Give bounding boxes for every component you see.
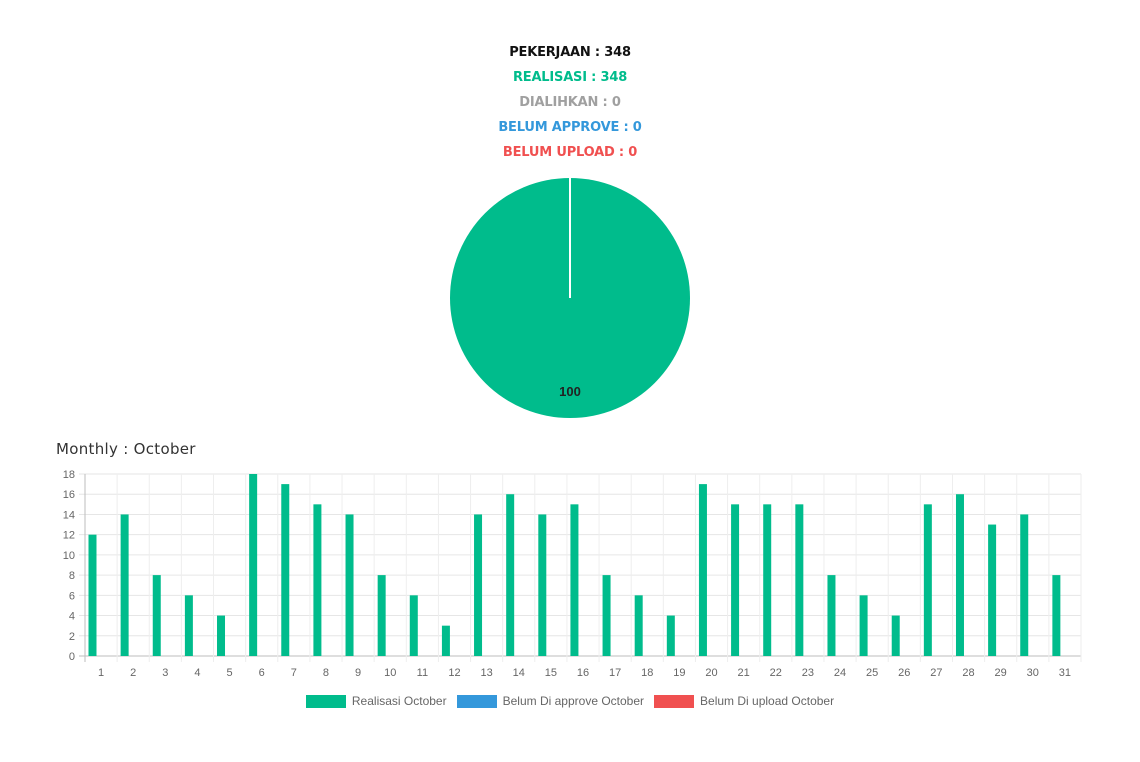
monthly-chart-title: Monthly : October xyxy=(56,440,196,458)
y-tick-label: 18 xyxy=(63,469,75,481)
x-tick-label: 3 xyxy=(162,667,168,679)
x-tick-label: 7 xyxy=(291,667,297,679)
x-tick-label: 25 xyxy=(866,667,878,679)
bar[interactable] xyxy=(120,514,129,656)
y-tick-label: 16 xyxy=(63,489,75,501)
x-tick-label: 26 xyxy=(898,667,910,679)
bar[interactable] xyxy=(763,504,772,656)
legend-item[interactable]: Belum Di upload October xyxy=(654,694,834,708)
bar[interactable] xyxy=(1020,514,1029,656)
bar[interactable] xyxy=(217,615,226,656)
x-tick-label: 4 xyxy=(194,667,200,679)
x-tick-label: 17 xyxy=(609,667,621,679)
dialihkan-total: DIALIHKAN : 0 xyxy=(519,95,621,110)
bar[interactable] xyxy=(891,615,900,656)
bar[interactable] xyxy=(923,504,932,656)
bar[interactable] xyxy=(409,595,418,656)
bar[interactable] xyxy=(1052,575,1061,656)
bar[interactable] xyxy=(634,595,643,656)
bar[interactable] xyxy=(88,534,97,656)
y-tick-label: 2 xyxy=(69,631,75,643)
bar[interactable] xyxy=(345,514,354,656)
x-tick-label: 16 xyxy=(577,667,589,679)
x-tick-label: 9 xyxy=(355,667,361,679)
bar[interactable] xyxy=(184,595,193,656)
bar[interactable] xyxy=(474,514,483,656)
legend-item[interactable]: Realisasi October xyxy=(305,694,447,708)
x-tick-label: 13 xyxy=(480,667,492,679)
y-tick-label: 10 xyxy=(63,550,75,562)
x-tick-label: 28 xyxy=(962,667,974,679)
pekerjaan-total: PEKERJAAN : 348 xyxy=(509,45,631,60)
x-tick-label: 29 xyxy=(995,667,1007,679)
realisasi-total: REALISASI : 348 xyxy=(512,70,628,85)
bar[interactable] xyxy=(988,524,997,656)
x-tick-label: 27 xyxy=(930,667,942,679)
x-tick-label: 8 xyxy=(323,667,329,679)
legend-label: Belum Di upload October xyxy=(700,694,835,708)
x-tick-label: 5 xyxy=(227,667,233,679)
bar[interactable] xyxy=(955,494,964,656)
x-tick-label: 31 xyxy=(1059,667,1071,679)
y-tick-label: 4 xyxy=(69,611,75,623)
y-tick-label: 12 xyxy=(63,530,75,542)
legend-swatch xyxy=(456,694,497,708)
legend-swatch xyxy=(654,694,695,708)
x-tick-label: 22 xyxy=(770,667,782,679)
x-tick-label: 10 xyxy=(384,667,396,679)
bar[interactable] xyxy=(313,504,322,656)
legend-label: Belum Di approve October xyxy=(502,694,645,708)
bar[interactable] xyxy=(602,575,611,656)
x-tick-label: 14 xyxy=(513,667,525,679)
y-tick-label: 6 xyxy=(69,590,75,602)
bar[interactable] xyxy=(570,504,579,656)
x-tick-label: 1 xyxy=(98,667,104,679)
bar[interactable] xyxy=(731,504,740,656)
y-tick-label: 8 xyxy=(69,570,75,582)
x-tick-label: 2 xyxy=(130,667,136,679)
bar[interactable] xyxy=(377,575,386,656)
legend-item[interactable]: Belum Di approve October xyxy=(456,694,645,708)
x-tick-label: 30 xyxy=(1027,667,1039,679)
legend-label: Realisasi October xyxy=(351,694,447,708)
x-tick-label: 24 xyxy=(834,667,846,679)
y-tick-label: 0 xyxy=(69,651,75,663)
legend-swatch xyxy=(305,694,346,708)
belum-upload-total: BELUM UPLOAD : 0 xyxy=(502,145,638,160)
x-tick-label: 19 xyxy=(673,667,685,679)
bar[interactable] xyxy=(281,484,290,656)
bar[interactable] xyxy=(698,484,707,656)
bar[interactable] xyxy=(152,575,161,656)
bar[interactable] xyxy=(666,615,675,656)
y-tick-label: 14 xyxy=(63,509,75,521)
bar[interactable] xyxy=(795,504,804,656)
pie-slice-label: 100 xyxy=(559,384,581,399)
x-tick-label: 15 xyxy=(545,667,557,679)
bar[interactable] xyxy=(538,514,547,656)
x-tick-label: 11 xyxy=(417,667,428,679)
x-tick-label: 6 xyxy=(259,667,265,679)
bar[interactable] xyxy=(859,595,868,656)
x-tick-label: 20 xyxy=(705,667,717,679)
x-tick-label: 12 xyxy=(448,667,460,679)
bar[interactable] xyxy=(506,494,515,656)
pie-chart: 100 xyxy=(450,178,690,418)
bar[interactable] xyxy=(249,474,258,656)
summary-panel: PEKERJAAN : 348 REALISASI : 348 DIALIHKA… xyxy=(0,40,1140,165)
x-tick-label: 21 xyxy=(738,667,750,679)
bar[interactable] xyxy=(441,625,450,656)
x-tick-label: 18 xyxy=(641,667,653,679)
bar-chart-legend: Realisasi October Belum Di approve Octobe… xyxy=(0,694,1140,708)
bar[interactable] xyxy=(827,575,836,656)
belum-approve-total: BELUM APPROVE : 0 xyxy=(498,120,642,135)
x-tick-label: 23 xyxy=(802,667,814,679)
